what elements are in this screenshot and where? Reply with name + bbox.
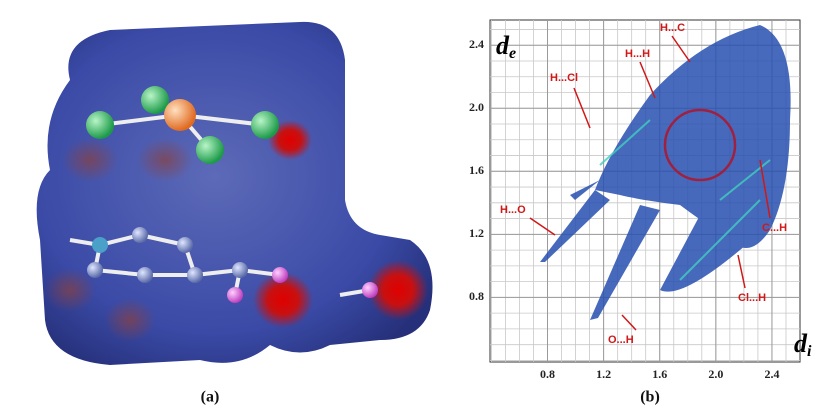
x-axis-label: di [794, 329, 812, 360]
figure: (a) H...C H...H H...Cl H...O C...H Cl...H O...… [0, 0, 832, 412]
annotation: H...C [660, 22, 685, 34]
y-tick-label: 0.8 [469, 289, 484, 303]
x-tick-label: 0.8 [540, 367, 555, 381]
annotation: H...O [500, 204, 526, 216]
x-axis-subscript: i [807, 343, 812, 360]
x-axis-symbol: d [794, 329, 808, 358]
y-tick-label: 1.2 [469, 226, 484, 240]
annotation: C...H [762, 222, 787, 234]
annotation: Cl...H [738, 292, 766, 304]
y-tick-label: 2.4 [469, 37, 484, 51]
y-tick-label: 2.0 [469, 100, 484, 114]
x-tick-label: 1.2 [596, 367, 611, 381]
y-axis-symbol: d [496, 31, 510, 60]
y-axis-subscript: e [509, 45, 516, 62]
surface-render [37, 22, 433, 365]
panel-label: (a) [201, 389, 220, 406]
x-tick-label: 2.4 [764, 367, 779, 381]
annotation: H...H [625, 48, 650, 60]
annotation: H...Cl [550, 72, 578, 84]
x-tick-label: 2.0 [708, 367, 723, 381]
y-tick-label: 1.6 [469, 163, 484, 177]
x-tick-label: 1.6 [652, 367, 667, 381]
panel-label: (b) [640, 389, 660, 406]
annotation: O...H [608, 334, 634, 346]
